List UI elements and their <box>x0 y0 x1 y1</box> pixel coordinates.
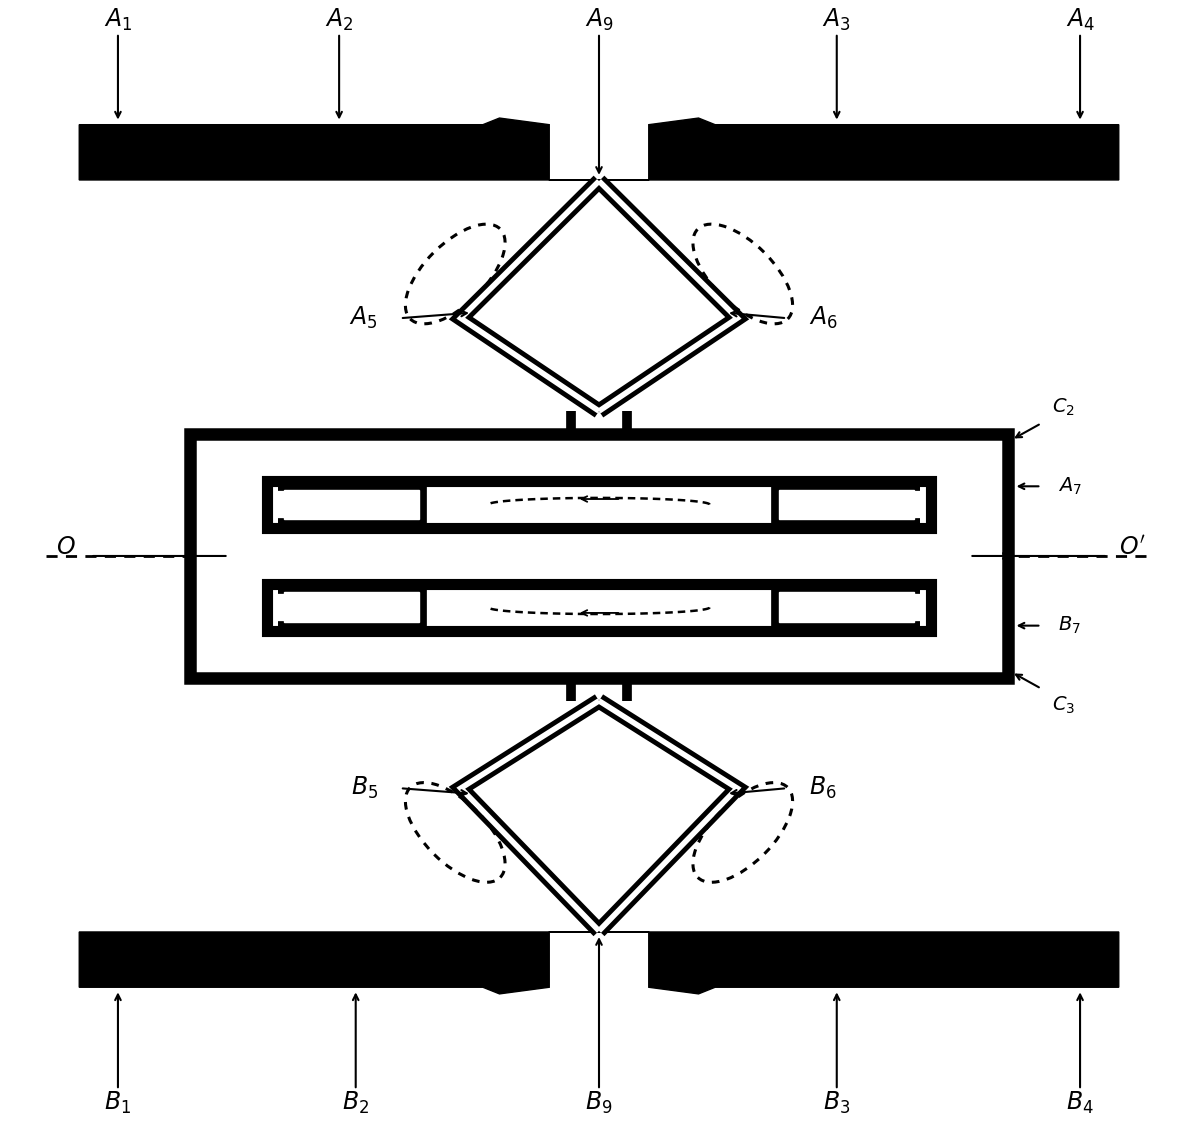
Text: $C_{3}$: $C_{3}$ <box>1052 694 1076 715</box>
Text: $B_{9}$: $B_{9}$ <box>586 1090 612 1116</box>
Text: $B_{7}$: $B_{7}$ <box>1058 615 1081 637</box>
Polygon shape <box>79 118 599 180</box>
Text: $A_{9}$: $A_{9}$ <box>585 7 613 33</box>
Polygon shape <box>79 932 599 994</box>
Polygon shape <box>779 490 914 520</box>
Text: $B_{1}$: $B_{1}$ <box>104 1090 132 1116</box>
Text: $C_{2}$: $C_{2}$ <box>1052 396 1076 418</box>
Text: $A_{1}$: $A_{1}$ <box>104 7 132 33</box>
Text: $B_{8}$: $B_{8}$ <box>250 615 273 637</box>
Polygon shape <box>599 118 1119 180</box>
Text: $C_{1}$: $C_{1}$ <box>194 518 218 539</box>
Text: $A_{6}$: $A_{6}$ <box>809 305 837 331</box>
Polygon shape <box>284 490 419 520</box>
Text: $A_{4}$: $A_{4}$ <box>1065 7 1095 33</box>
Text: $C_{4}$: $C_{4}$ <box>980 518 1004 539</box>
Polygon shape <box>284 593 419 622</box>
Text: $B_{5}$: $B_{5}$ <box>351 775 377 802</box>
Text: $B_{4}$: $B_{4}$ <box>1066 1090 1094 1116</box>
Text: $O'$: $O'$ <box>1119 536 1145 559</box>
Bar <box>189 435 1009 677</box>
Polygon shape <box>779 593 914 622</box>
Text: $A_{7}$: $A_{7}$ <box>1058 476 1082 497</box>
Text: $B_{3}$: $B_{3}$ <box>823 1090 851 1116</box>
Text: $A_{8}$: $A_{8}$ <box>250 476 274 497</box>
Bar <box>267 481 931 528</box>
Text: $B_{2}$: $B_{2}$ <box>343 1090 369 1116</box>
Polygon shape <box>599 932 1119 994</box>
Text: $O$: $O$ <box>56 536 75 559</box>
Text: $A_{2}$: $A_{2}$ <box>325 7 353 33</box>
Bar <box>267 584 931 631</box>
Text: $B_{6}$: $B_{6}$ <box>809 775 836 802</box>
Text: $A_{3}$: $A_{3}$ <box>823 7 851 33</box>
Text: $A_{5}$: $A_{5}$ <box>350 305 377 331</box>
